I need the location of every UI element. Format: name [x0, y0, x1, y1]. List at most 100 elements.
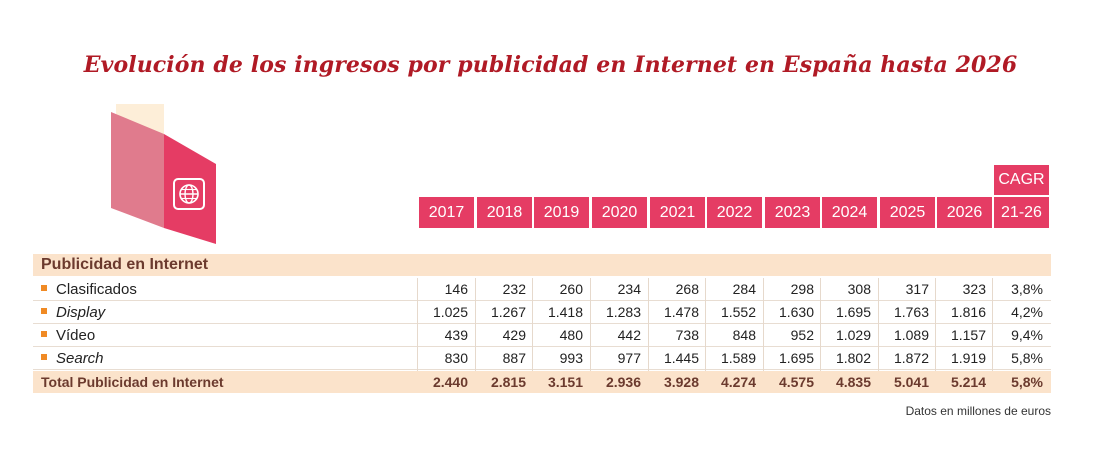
table-cell: 1.029 [835, 327, 871, 343]
total-row-label: Total Publicidad en Internet [41, 374, 224, 390]
total-cell: 5.041 [893, 374, 929, 390]
table-cell: 298 [790, 281, 814, 297]
total-cell: 2.440 [432, 374, 468, 390]
table-cell: 1.478 [663, 304, 699, 320]
table-cell: 439 [444, 327, 468, 343]
year-header-2026: 2026 [937, 197, 992, 228]
total-cell: 4.274 [720, 374, 756, 390]
cagr-cell: 9,4% [1011, 327, 1043, 343]
row-label-text: Clasificados [56, 281, 137, 298]
table-cell: 1.872 [893, 350, 929, 366]
table-cell: 1.695 [835, 304, 871, 320]
column-divider [590, 278, 591, 393]
table-cell: 952 [790, 327, 814, 343]
column-divider [820, 278, 821, 393]
total-cell: 5.214 [950, 374, 986, 390]
cagr-cell: 4,2% [1011, 304, 1043, 320]
year-header-2020: 2020 [592, 197, 647, 228]
table-cell: 323 [962, 281, 986, 297]
row-label-text: Display [56, 304, 106, 321]
year-header-2017: 2017 [419, 197, 474, 228]
year-header-2018: 2018 [477, 197, 532, 228]
total-row-band [33, 371, 1051, 393]
square-bullet-icon [41, 354, 47, 360]
column-divider [935, 278, 936, 393]
table-cell: 480 [559, 327, 583, 343]
table-cell: 977 [617, 350, 641, 366]
row-label-text: Vídeo [56, 327, 96, 344]
year-header-2022: 2022 [707, 197, 762, 228]
year-header-2021: 2021 [650, 197, 705, 228]
column-divider [992, 278, 993, 393]
internet-logo [111, 104, 216, 244]
cagr-header-top: CAGR [994, 165, 1049, 195]
year-header-2024: 2024 [822, 197, 877, 228]
total-cell: 4.835 [835, 374, 871, 390]
cagr-header-range: 21-26 [994, 197, 1049, 228]
table-cell: 1.763 [893, 304, 929, 320]
column-divider [475, 278, 476, 393]
column-divider [763, 278, 764, 393]
square-bullet-icon [41, 285, 47, 291]
row-divider [33, 300, 1051, 301]
table-cell: 1.157 [950, 327, 986, 343]
square-bullet-icon [41, 308, 47, 314]
table-cell: 1.589 [720, 350, 756, 366]
row-label-text: Search [56, 350, 104, 367]
table-cell: 993 [559, 350, 583, 366]
table-cell: 1.418 [547, 304, 583, 320]
table-cell: 887 [502, 350, 526, 366]
table-cell: 1.089 [893, 327, 929, 343]
table-cell: 442 [617, 327, 641, 343]
table-cell: 1.267 [490, 304, 526, 320]
cagr-cell: 5,8% [1011, 350, 1043, 366]
total-cell: 3.928 [663, 374, 699, 390]
square-bullet-icon [41, 331, 47, 337]
total-cagr-cell: 5,8% [1011, 374, 1043, 390]
table-cell: 146 [444, 281, 468, 297]
table-cell: 1.552 [720, 304, 756, 320]
column-divider [878, 278, 879, 393]
year-header-2023: 2023 [765, 197, 820, 228]
cagr-cell: 3,8% [1011, 281, 1043, 297]
table-cell: 429 [502, 327, 526, 343]
row-divider [33, 323, 1051, 324]
table-cell: 738 [675, 327, 699, 343]
row-label: Display [41, 301, 105, 324]
table-cell: 268 [675, 281, 699, 297]
year-header-2025: 2025 [880, 197, 935, 228]
row-label: Vídeo [41, 324, 95, 347]
table-cell: 1.816 [950, 304, 986, 320]
table-cell: 1.025 [432, 304, 468, 320]
table-cell: 232 [502, 281, 526, 297]
total-cell: 4.575 [778, 374, 814, 390]
table-cell: 308 [847, 281, 871, 297]
table-cell: 260 [559, 281, 583, 297]
column-divider [417, 278, 418, 393]
table-cell: 1.630 [778, 304, 814, 320]
table-cell: 284 [732, 281, 756, 297]
table-cell: 1.695 [778, 350, 814, 366]
table-cell: 1.802 [835, 350, 871, 366]
total-cell: 2.815 [490, 374, 526, 390]
column-divider [648, 278, 649, 393]
total-cell: 3.151 [547, 374, 583, 390]
year-header-2019: 2019 [534, 197, 589, 228]
table-cell: 317 [905, 281, 929, 297]
row-divider [33, 369, 1051, 370]
row-divider [33, 346, 1051, 347]
table-cell: 830 [444, 350, 468, 366]
table-cell: 1.283 [605, 304, 641, 320]
row-label: Search [41, 347, 104, 370]
chart-title: Evolución de los ingresos por publicidad… [83, 52, 1018, 78]
column-divider [532, 278, 533, 393]
globe-icon [173, 178, 205, 210]
table-cell: 234 [617, 281, 641, 297]
section-title: Publicidad en Internet [41, 256, 209, 273]
total-cell: 2.936 [605, 374, 641, 390]
row-label: Clasificados [41, 278, 137, 301]
column-divider [705, 278, 706, 393]
table-cell: 1.919 [950, 350, 986, 366]
section-band [33, 254, 1051, 276]
table-cell: 848 [732, 327, 756, 343]
